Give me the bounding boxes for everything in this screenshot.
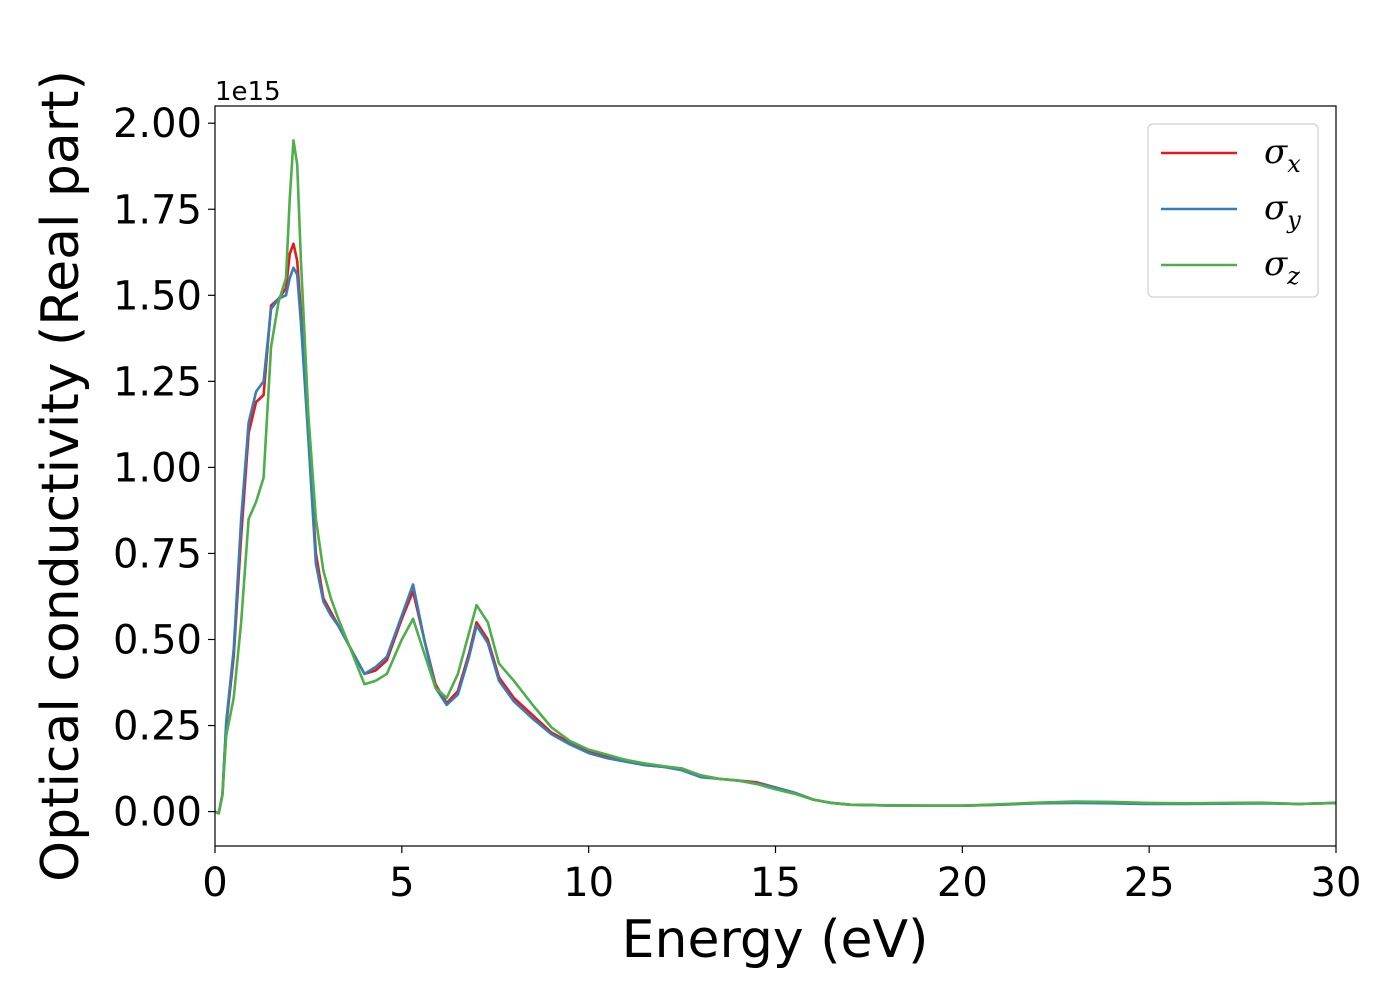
legend-box: [1147, 123, 1319, 298]
x-axis-title: Energy (eV): [622, 910, 929, 970]
series-line-y: [215, 266, 1336, 815]
legend-item-x: σx: [1161, 132, 1301, 178]
x-tick-label: 10: [563, 860, 614, 906]
y-axis-title: Optical conductivity (Real part): [31, 70, 91, 882]
legend-label: σz: [1264, 244, 1300, 290]
x-tick-label: 30: [1311, 860, 1362, 906]
legend-label: σx: [1264, 132, 1301, 178]
x-tick-label: 20: [937, 860, 988, 906]
x-tick-label: 5: [389, 860, 414, 906]
x-axis-ticks: 0 5 10 15 20 25 30: [202, 846, 1361, 906]
y-tick-label: 0.25: [113, 704, 202, 750]
legend-item-y: σy: [1161, 188, 1301, 234]
series-layer: [215, 139, 1336, 815]
series-line-z: [215, 139, 1336, 815]
series-line-x: [215, 242, 1336, 815]
y-tick-label: 0.75: [113, 531, 202, 577]
y-tick-label: 1.75: [113, 187, 202, 233]
x-tick-label: 0: [202, 860, 227, 906]
legend-label: σy: [1264, 188, 1301, 234]
y-tick-label: 2.00: [113, 101, 202, 147]
x-tick-label: 25: [1124, 860, 1175, 906]
y-tick-label: 0.00: [113, 790, 202, 836]
y-offset-label: 1e15: [215, 77, 281, 107]
legend: σx σy σz: [1147, 123, 1319, 298]
y-axis-ticks: 0.00 0.25 0.50 0.75 1.00 1.25 1.50 1.75 2.00: [113, 101, 215, 836]
y-tick-label: 1.50: [113, 273, 202, 319]
y-tick-label: 0.50: [113, 617, 202, 663]
y-tick-label: 1.00: [113, 445, 202, 491]
x-tick-label: 15: [750, 860, 801, 906]
y-tick-label: 1.25: [113, 359, 202, 405]
legend-item-z: σz: [1161, 244, 1300, 290]
